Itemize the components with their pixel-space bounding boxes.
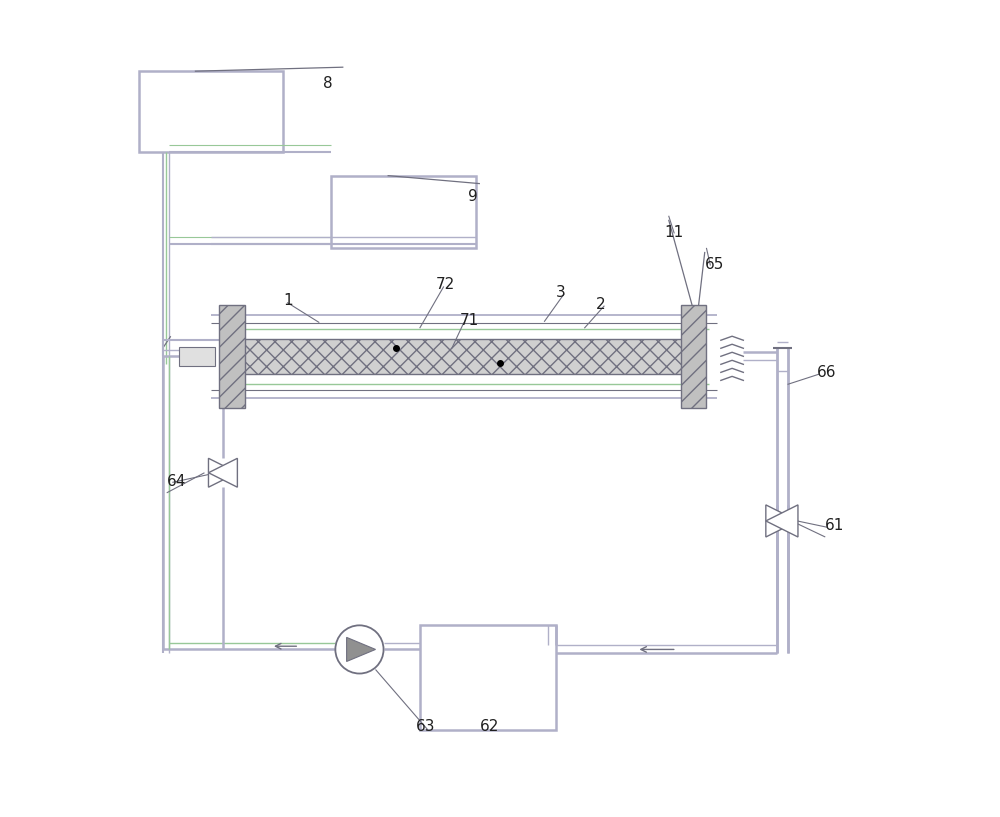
Bar [681,305,706,408]
Text: 3: 3 [556,285,566,300]
Text: 72: 72 [436,277,455,292]
Text: 64: 64 [167,474,186,489]
Text: 63: 63 [416,719,435,734]
Text: 61: 61 [825,518,845,533]
Polygon shape [208,458,237,487]
Circle shape [335,625,384,673]
Text: 1: 1 [283,293,293,308]
Text: 65: 65 [705,257,724,272]
Text: 71: 71 [460,313,479,328]
Text: 11: 11 [665,225,684,240]
Polygon shape [766,505,798,537]
Bar [420,625,556,730]
Bar [139,71,283,151]
Text: 66: 66 [817,365,837,381]
Bar [243,338,693,374]
Polygon shape [766,505,798,537]
Text: 9: 9 [468,189,478,203]
Polygon shape [347,637,376,662]
Bar [331,176,476,248]
Polygon shape [208,458,237,487]
Bar [179,346,215,366]
Text: 8: 8 [323,76,333,92]
Text: 62: 62 [480,719,499,734]
Bar [219,305,245,408]
Text: 2: 2 [596,297,606,312]
